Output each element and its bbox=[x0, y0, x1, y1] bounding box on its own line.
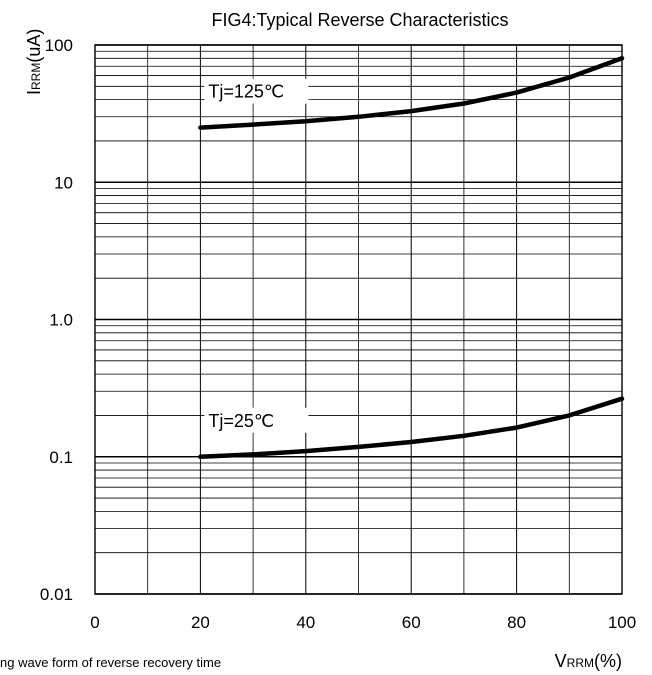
x-tick-label: 0 bbox=[90, 613, 99, 632]
chart-title: FIG4:Typical Reverse Characteristics bbox=[211, 10, 508, 30]
series-label: Tj=25℃ bbox=[208, 411, 274, 431]
y-tick-label: 0.1 bbox=[49, 448, 73, 467]
x-axis-label-unit: (%) bbox=[594, 651, 622, 671]
x-axis-label: VRRM(%) bbox=[555, 651, 622, 671]
y-axis-label-main: I bbox=[24, 90, 44, 95]
x-tick-label: 100 bbox=[608, 613, 636, 632]
plot-frame bbox=[94, 44, 623, 595]
x-tick-label: 20 bbox=[191, 613, 210, 632]
x-tick-label: 80 bbox=[507, 613, 526, 632]
series-label-bg bbox=[204, 78, 309, 104]
y-tick-label: 1.0 bbox=[49, 311, 73, 330]
series-label-bg bbox=[204, 407, 309, 433]
y-axis-ticks: 100 10 1.0 0.1 0.01 bbox=[40, 36, 73, 604]
series-labels: Tj=125℃ Tj=25℃ bbox=[204, 78, 309, 433]
x-axis-label-main: V bbox=[555, 651, 567, 671]
x-axis-label-sub: RRM bbox=[567, 656, 594, 670]
series-label: Tj=125℃ bbox=[208, 82, 284, 102]
x-axis-ticks: 0 20 40 60 80 100 bbox=[90, 613, 636, 632]
y-axis-label: IRRM(uA) bbox=[24, 29, 44, 95]
grid bbox=[94, 44, 623, 595]
y-tick-label: 10 bbox=[54, 173, 73, 192]
series-line-0 bbox=[198, 56, 625, 130]
y-axis-label-sub: RRM bbox=[29, 63, 43, 90]
x-tick-label: 60 bbox=[402, 613, 421, 632]
series-line-1 bbox=[198, 396, 625, 460]
footer-text: ng wave form of reverse recovery time bbox=[0, 655, 221, 670]
y-axis-label-unit: (uA) bbox=[24, 29, 44, 63]
y-tick-label: 0.01 bbox=[40, 585, 73, 604]
x-tick-label: 40 bbox=[296, 613, 315, 632]
series-group bbox=[198, 56, 625, 460]
y-tick-label: 100 bbox=[45, 36, 73, 55]
